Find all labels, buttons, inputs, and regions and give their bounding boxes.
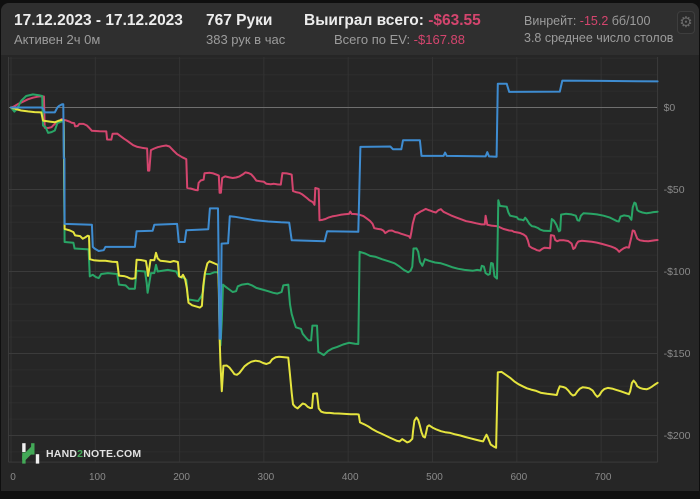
y-axis-label-$0: $0 [664,102,676,114]
x-axis-label-500: 500 [426,472,443,483]
chart-area: $0 -$50 -$100 -$150 -$200 0 100 200 300 400 500 600… [1,55,699,491]
x-axis-label-700: 700 [595,472,612,483]
logo-text-before: HAND [46,448,78,460]
logo-text-accent: 2 [77,448,84,460]
ev-total-value: -$167.88 [410,32,465,47]
active-time: Активен 2ч 0м [14,32,101,47]
series-line-ev-total [10,106,659,449]
y-axis-label--$150: -$150 [664,348,691,360]
hand2note-logo: HAND2NOTE.COM [19,443,141,465]
x-axis-label-400: 400 [342,472,359,483]
series-line-ev-bb [10,95,659,253]
ev-total-label: Всего по EV: [334,32,411,47]
session-graph-panel: 17.12.2023 - 17.12.2023 Активен 2ч 0м 76… [1,3,699,491]
hands-count: 767 Руки [206,12,273,29]
winrate-suffix: бб/100 [608,14,651,28]
series-line-winnings [10,93,659,357]
date-range: 17.12.2023 - 17.12.2023 [14,12,183,29]
x-axis-label-600: 600 [510,472,527,483]
x-axis-label-200: 200 [173,472,190,483]
won-total-line: Выиграл всего: -$63.55 [304,12,481,30]
settings-button[interactable]: ⚙ [677,11,695,34]
won-total-value: -$63.55 [423,12,481,29]
gear-icon: ⚙ [679,13,693,31]
logo-bar-white-bottom [35,454,40,464]
y-axis-label--$100: -$100 [664,266,691,278]
y-axis-label--$200: -$200 [664,430,691,442]
winrate-value: -15.2 [579,14,609,28]
logo-bar-white-top [22,443,26,452]
winrate-label: Винрейт: [524,14,580,28]
series-line-winnings-bb [10,79,659,340]
hands-per-hour: 383 рук в час [206,32,286,47]
y-axis-label--$50: -$50 [664,184,685,196]
winnings-chart: $0 -$50 -$100 -$150 -$200 0 100 200 300 400 500 600… [8,57,691,483]
ev-total-line: Всего по EV: -$167.88 [304,32,465,47]
x-axis-label-100: 100 [89,472,106,483]
x-axis-label-0: 0 [10,472,16,483]
logo-bar-green-right [31,443,35,455]
x-axis-label-300: 300 [258,472,275,483]
won-total-label: Выиграл всего: [304,12,424,29]
hand2note-logo-icon [22,443,40,464]
avg-tables: 3.8 среднее число столов [524,31,674,45]
logo-text-after: NOTE.COM [83,448,142,460]
session-header: 17.12.2023 - 17.12.2023 Активен 2ч 0м 76… [1,3,699,55]
hand2note-logo-text: HAND2NOTE.COM [46,448,141,460]
winrate-line: Винрейт: -15.2 бб/100 [524,14,650,28]
